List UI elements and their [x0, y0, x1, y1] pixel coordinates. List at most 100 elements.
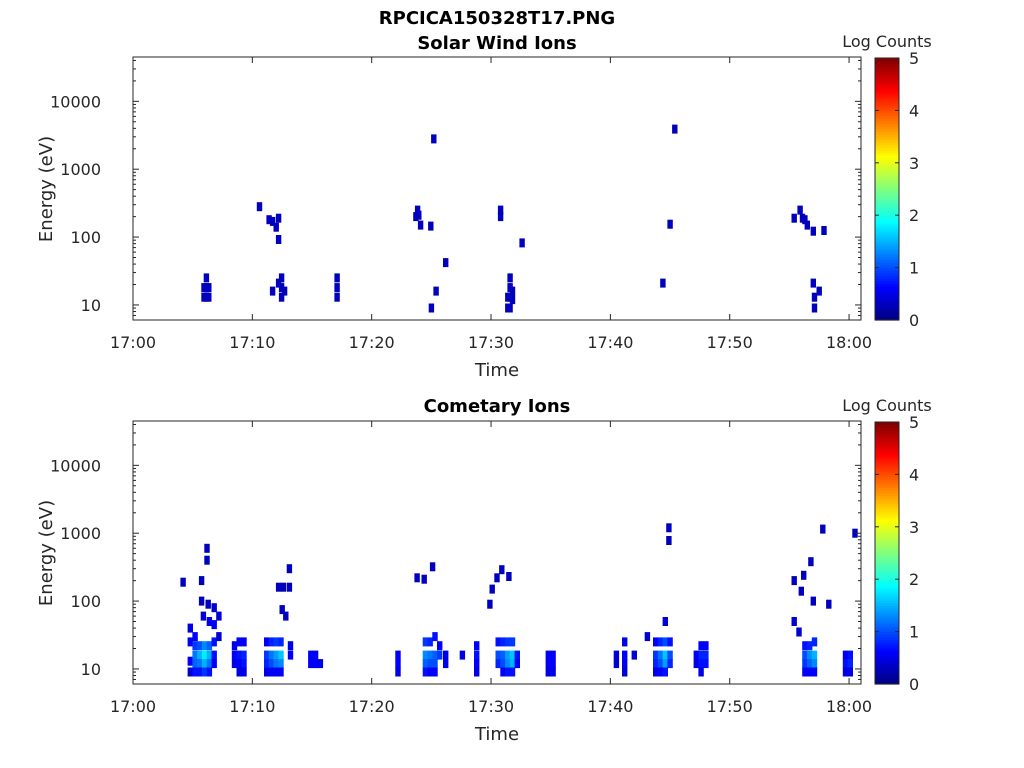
colorbar-segment: [875, 246, 899, 250]
colorbar-tick-label: 1: [909, 259, 919, 278]
colorbar-segment: [875, 63, 899, 67]
colorbar-segment: [875, 484, 899, 489]
x-tick-label: 17:00: [110, 697, 156, 716]
colorbar-segment: [875, 660, 899, 664]
heatmap-cell: [192, 659, 198, 669]
colorbar-segment: [875, 463, 899, 468]
heatmap-cell: [811, 303, 818, 313]
heatmap-cell: [334, 292, 340, 302]
heatmap-cell: [427, 667, 433, 677]
heatmap-cell: [264, 637, 270, 647]
heatmap-cell: [550, 650, 556, 660]
heatmap-cell: [414, 573, 420, 583]
heatmap-cell: [545, 667, 551, 677]
heatmap-cell: [545, 650, 551, 660]
colorbar-segment: [875, 628, 899, 633]
heatmap-cell: [206, 667, 213, 677]
colorbar-segment: [875, 642, 899, 646]
heatmap-cell: [474, 641, 480, 651]
heatmap-cell: [241, 659, 247, 669]
colorbar-segment: [875, 113, 899, 117]
heatmap-cell: [192, 641, 198, 651]
colorbar-segment: [875, 610, 899, 614]
heatmap-cell: [613, 659, 620, 669]
heatmap-cell: [216, 611, 222, 621]
colorbar-segment: [875, 254, 899, 258]
colorbar-segment: [875, 555, 899, 559]
colorbar-segment: [875, 309, 899, 313]
colorbar-segment: [875, 223, 899, 227]
colorbar-segment: [875, 479, 899, 483]
heatmap-cell: [241, 667, 247, 677]
colorbar-tick-label: 2: [909, 206, 919, 225]
heatmap-cell: [459, 650, 466, 660]
heatmap-cell: [287, 650, 294, 660]
colorbar-segment: [875, 157, 899, 161]
colorbar-segment: [875, 482, 899, 486]
heatmap-cell: [821, 226, 827, 235]
heatmap-cell: [474, 650, 480, 660]
colorbar-segment: [875, 212, 899, 216]
plot-frame: [132, 420, 862, 685]
heatmap-cell: [811, 637, 818, 647]
heatmap-cell: [631, 650, 637, 660]
colorbar-segment: [875, 521, 899, 525]
y-tick-label: 1000: [60, 160, 101, 179]
heatmap-cell: [192, 650, 198, 660]
x-tick-label: 17:10: [229, 697, 275, 716]
heatmap-cell: [275, 235, 282, 244]
colorbar-segment: [875, 542, 899, 546]
heatmap-cell: [428, 303, 435, 313]
heatmap-cell: [657, 659, 664, 669]
heatmap-cell: [495, 637, 501, 647]
colorbar-segment: [875, 534, 899, 538]
colorbar-segment: [875, 647, 899, 651]
heatmap-cell: [443, 650, 449, 660]
heatmap-cell: [474, 659, 480, 669]
heatmap-cell: [273, 650, 279, 660]
colorbar-segment: [875, 233, 899, 237]
colorbar-segment: [875, 594, 899, 599]
colorbar: 0 1 2 3 4 5: [874, 413, 919, 694]
colorbar-segment: [875, 623, 899, 627]
heatmap-cell: [201, 667, 208, 677]
heatmap-cell: [662, 650, 668, 660]
heatmap-cell: [422, 667, 429, 677]
y-tick-label: 100: [70, 592, 101, 611]
colorbar-segment: [875, 259, 899, 263]
colorbar-segment: [875, 500, 899, 504]
heatmap-cell: [807, 650, 813, 660]
colorbar-tick-label: 1: [909, 623, 919, 642]
heatmap-cell: [494, 573, 500, 583]
colorbar-segment: [875, 76, 899, 80]
heatmap-cell: [693, 659, 699, 669]
x-axis-label-solar-wind: Time: [474, 360, 519, 381]
heatmap-cell: [811, 292, 818, 302]
colorbar-segment: [875, 99, 899, 104]
heatmap-cell: [431, 134, 437, 144]
heatmap-cell: [653, 659, 659, 669]
colorbar-segment: [875, 314, 899, 318]
colorbar-frame: [874, 57, 900, 321]
colorbar-segment: [875, 249, 899, 253]
colorbar-segment: [875, 175, 899, 180]
colorbar-segment: [875, 204, 899, 208]
heatmap-cell: [268, 659, 275, 669]
colorbar-segment: [875, 626, 899, 630]
heatmap-cell: [278, 667, 284, 677]
heatmap-cell: [427, 650, 433, 660]
heatmap-cell: [269, 286, 276, 296]
heatmap-cell: [414, 205, 421, 215]
heatmap-cell: [487, 599, 493, 609]
colorbar-segment: [875, 432, 899, 436]
heatmap-cell: [283, 611, 289, 621]
heatmap-cell: [280, 582, 287, 592]
colorbar-segment: [875, 490, 899, 494]
heatmap-cell: [693, 650, 699, 660]
colorbar-tick-label: 5: [909, 49, 919, 68]
colorbar-segment: [875, 435, 899, 439]
colorbar-segment: [875, 495, 899, 499]
y-tick-label: 100: [70, 228, 101, 247]
heatmap-cell: [279, 605, 285, 615]
colorbar-segment: [875, 584, 899, 588]
